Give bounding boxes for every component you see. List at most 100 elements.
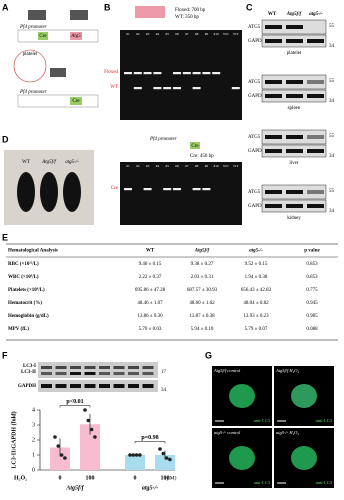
label: Atg5 xyxy=(70,34,81,39)
data-point xyxy=(86,418,91,423)
blot-band xyxy=(142,372,154,375)
gel-band xyxy=(163,188,172,191)
bar xyxy=(50,447,70,470)
stain-label: anti-LC3 xyxy=(254,418,271,423)
protein-label: ATG5 xyxy=(248,190,261,195)
marker: 34 xyxy=(329,209,335,214)
construct xyxy=(17,94,99,108)
blot-band xyxy=(142,366,154,369)
table-cell: 0.985 xyxy=(306,314,318,319)
mouse xyxy=(50,68,66,77)
table-cell: 0.945 xyxy=(306,301,318,306)
gel-band xyxy=(153,87,162,90)
table-cell: 0.853 xyxy=(306,262,318,267)
tissue-label: platelet xyxy=(287,51,302,56)
marker: 34 xyxy=(329,44,335,49)
blot-band xyxy=(70,384,81,388)
annotation: p<0.01 xyxy=(66,399,83,405)
y-tick-label: 2 xyxy=(32,437,35,443)
bracket xyxy=(59,405,91,408)
gel-band xyxy=(173,188,181,191)
cre-box xyxy=(38,32,48,40)
tissue-label: kidney xyxy=(287,216,301,221)
blot-band xyxy=(142,384,154,388)
marker: 55 xyxy=(329,79,335,84)
gene-diagram xyxy=(135,6,165,18)
blot-band xyxy=(113,366,125,369)
blot-band xyxy=(70,372,81,375)
lane-label: #10 xyxy=(214,164,219,168)
data-point xyxy=(53,435,57,439)
lane-label: #1 xyxy=(126,32,130,36)
blot-band xyxy=(265,39,282,43)
band-label: LC3-I xyxy=(23,364,36,369)
cell xyxy=(229,446,255,470)
x-tick-label: 100 xyxy=(161,475,170,481)
lane-label: #6 xyxy=(175,32,179,36)
table-header: atg5-/- xyxy=(249,249,263,254)
stain-label: anti-LC3 xyxy=(254,480,271,485)
data-point xyxy=(158,447,162,451)
blot-band xyxy=(307,135,324,139)
gel-band xyxy=(153,72,162,75)
bracket xyxy=(134,441,166,444)
blot-band xyxy=(128,384,139,388)
blot-band xyxy=(84,384,96,388)
tissue-label: spleen xyxy=(288,106,301,111)
blot-band xyxy=(99,366,110,369)
data-point xyxy=(138,453,142,457)
cell xyxy=(229,384,255,408)
panel-label: G xyxy=(205,350,212,360)
label: Pf4 promoter xyxy=(19,90,47,95)
blot-band xyxy=(99,384,110,388)
panel-label: D xyxy=(2,134,9,144)
blot-band xyxy=(41,384,52,388)
table-header: Hematological Analysis xyxy=(8,249,58,254)
micro-title: Atg5f/f control xyxy=(213,368,241,373)
marker: 55 xyxy=(329,134,335,139)
blot-band xyxy=(128,366,139,369)
gel-band xyxy=(173,87,181,90)
blot xyxy=(38,380,158,392)
mouse xyxy=(40,172,58,212)
marker: 34 xyxy=(329,99,335,104)
lane-label: #6 xyxy=(175,164,179,168)
blot-band xyxy=(55,384,67,388)
table-cell: MPV (fL) xyxy=(8,327,29,332)
label: platelet xyxy=(23,52,38,57)
table-cell: 0.775 xyxy=(306,288,318,293)
protein-label: GAPDH xyxy=(248,149,266,154)
blot-band xyxy=(113,372,125,375)
blot xyxy=(38,362,158,378)
y-tick-label: 3 xyxy=(32,422,35,428)
table-cell: Hemoglobin (g/dL) xyxy=(8,314,49,319)
label: Cre xyxy=(72,99,80,104)
table-cell: 48.46 ± 1.07 xyxy=(137,301,163,306)
protein-label: GAPDH xyxy=(248,204,266,209)
label: WT xyxy=(110,85,118,90)
lane-label: #3 xyxy=(146,164,150,168)
band-label: LC3-II xyxy=(21,370,36,375)
micro-title: atg5-/- control xyxy=(214,430,241,435)
gel-band xyxy=(202,188,211,191)
platelet-circle xyxy=(13,49,47,83)
blot-band xyxy=(265,135,282,139)
gel-band xyxy=(192,188,201,191)
data-point xyxy=(56,444,61,448)
blot-band xyxy=(41,366,52,369)
gel-band xyxy=(143,188,152,191)
table-cell: 0.088 xyxy=(306,327,318,332)
lane-label: #4 xyxy=(156,32,160,36)
gel-band xyxy=(133,87,142,90)
label: Floxed xyxy=(104,70,118,75)
table-cell: 2.03 ± 0.31 xyxy=(191,275,214,280)
blot-band xyxy=(265,190,282,194)
table-cell: Platelets (×10⁹/L) xyxy=(8,287,45,293)
blot-band xyxy=(70,366,81,369)
y-axis-label: LC3-II:GAPDH (fold) xyxy=(10,411,17,468)
gel xyxy=(120,162,242,225)
stain-label: anti-LC3 xyxy=(316,480,333,485)
lane-label: #4 xyxy=(156,164,160,168)
protein-label: ATG5 xyxy=(248,25,261,30)
lane-label: #2 xyxy=(136,32,140,36)
